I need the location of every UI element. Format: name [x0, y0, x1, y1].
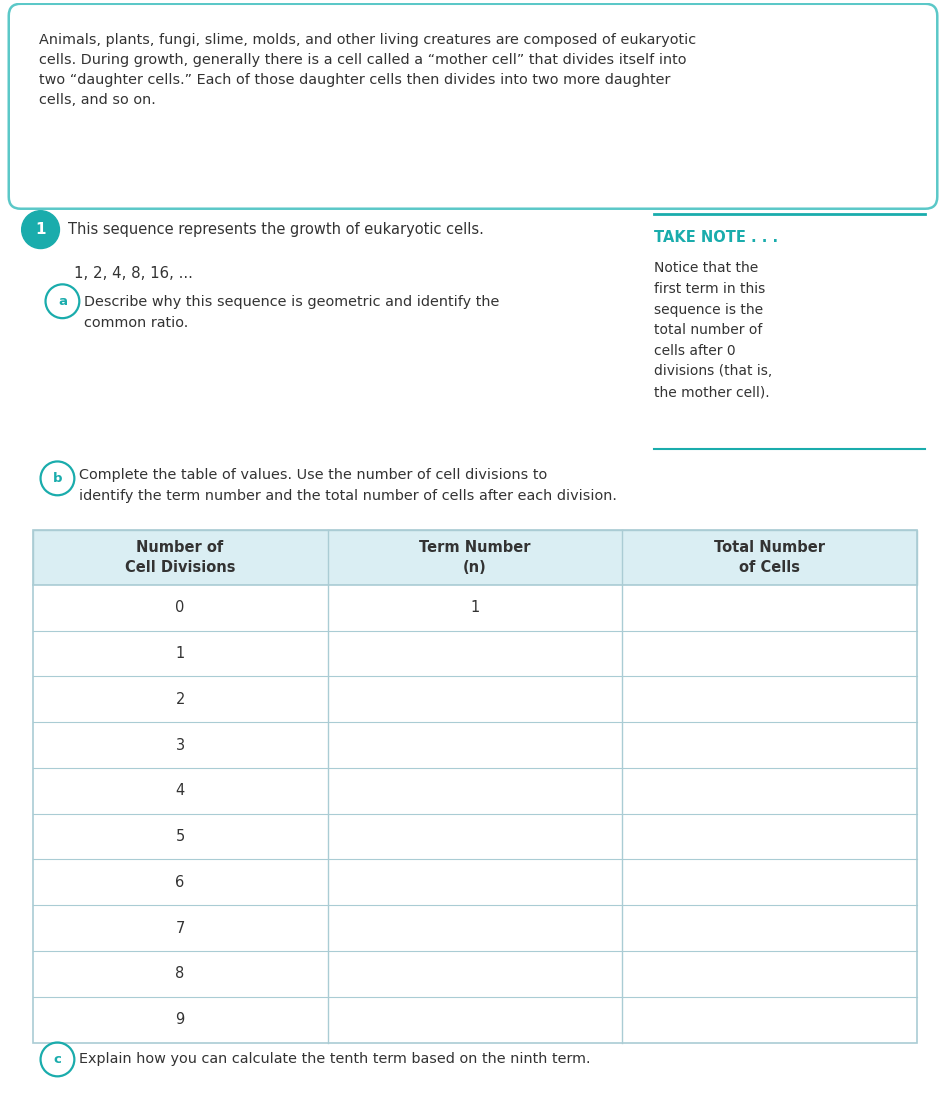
- Text: This sequence represents the growth of eukaryotic cells.: This sequence represents the growth of e…: [68, 222, 484, 238]
- Text: a: a: [58, 295, 66, 308]
- Text: 1: 1: [176, 646, 184, 661]
- Text: 3: 3: [176, 737, 184, 752]
- FancyBboxPatch shape: [9, 3, 938, 209]
- Text: Number of
Cell Divisions: Number of Cell Divisions: [124, 540, 236, 575]
- Text: Animals, plants, fungi, slime, molds, and other living creatures are composed of: Animals, plants, fungi, slime, molds, an…: [39, 33, 695, 107]
- Text: 7: 7: [176, 921, 184, 936]
- Text: TAKE NOTE . . .: TAKE NOTE . . .: [654, 230, 778, 244]
- Text: 4: 4: [176, 783, 184, 799]
- Text: Describe why this sequence is geometric and identify the
common ratio.: Describe why this sequence is geometric …: [85, 295, 500, 330]
- Text: Notice that the
first term in this
sequence is the
total number of
cells after 0: Notice that the first term in this seque…: [654, 262, 772, 399]
- Text: Explain how you can calculate the tenth term based on the ninth term.: Explain how you can calculate the tenth …: [80, 1053, 591, 1066]
- Text: Total Number
of Cells: Total Number of Cells: [714, 540, 826, 575]
- Bar: [32, 530, 918, 1043]
- Text: 5: 5: [176, 829, 184, 844]
- Text: 8: 8: [176, 966, 184, 981]
- Text: Complete the table of values. Use the number of cell divisions to
identify the t: Complete the table of values. Use the nu…: [80, 469, 618, 503]
- Text: 1: 1: [35, 222, 46, 238]
- Text: b: b: [52, 472, 62, 485]
- Bar: [32, 585, 918, 1043]
- Text: 9: 9: [176, 1012, 184, 1027]
- Text: 2: 2: [176, 692, 184, 706]
- Text: c: c: [53, 1053, 62, 1066]
- Text: 0: 0: [176, 601, 184, 615]
- Circle shape: [22, 211, 60, 249]
- Text: 1, 2, 4, 8, 16, ...: 1, 2, 4, 8, 16, ...: [74, 266, 193, 282]
- Text: 1: 1: [470, 601, 480, 615]
- Bar: [32, 530, 918, 585]
- Text: Term Number
(n): Term Number (n): [419, 540, 531, 575]
- Text: 6: 6: [176, 874, 184, 890]
